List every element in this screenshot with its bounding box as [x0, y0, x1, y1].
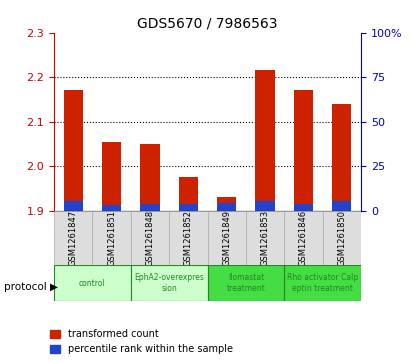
Bar	[323, 211, 361, 265]
Bar	[54, 211, 92, 265]
Legend: transformed count, percentile rank within the sample: transformed count, percentile rank withi…	[46, 326, 237, 358]
Bar	[54, 265, 131, 301]
Bar	[217, 203, 236, 211]
Bar	[332, 104, 352, 211]
Title: GDS5670 / 7986563: GDS5670 / 7986563	[137, 16, 278, 30]
Bar	[93, 211, 131, 265]
Text: GSM1261852: GSM1261852	[184, 210, 193, 266]
Text: llomastat
treatment: llomastat treatment	[227, 273, 265, 293]
Bar	[284, 211, 323, 265]
Bar	[256, 70, 275, 211]
Text: GSM1261849: GSM1261849	[222, 210, 231, 266]
Text: protocol ▶: protocol ▶	[4, 282, 58, 292]
Bar	[140, 204, 159, 211]
Text: GSM1261850: GSM1261850	[337, 210, 347, 266]
Bar	[102, 205, 121, 211]
Text: Rho activator Calp
eptin treatment: Rho activator Calp eptin treatment	[287, 273, 358, 293]
Bar	[63, 90, 83, 211]
Bar	[294, 204, 313, 211]
Bar	[63, 201, 83, 211]
Bar	[179, 177, 198, 211]
Text: GSM1261853: GSM1261853	[261, 210, 270, 266]
Bar	[131, 211, 169, 265]
Text: GSM1261846: GSM1261846	[299, 210, 308, 266]
Bar	[179, 204, 198, 211]
Text: GSM1261848: GSM1261848	[145, 210, 154, 266]
Bar	[256, 201, 275, 211]
Text: GSM1261847: GSM1261847	[68, 210, 78, 266]
Bar	[102, 142, 121, 211]
Bar	[284, 265, 361, 301]
Text: control: control	[79, 279, 106, 287]
Bar	[140, 144, 159, 211]
Bar	[294, 90, 313, 211]
Bar	[131, 265, 208, 301]
Bar	[217, 197, 236, 211]
Bar	[332, 201, 352, 211]
Bar	[208, 265, 284, 301]
Text: GSM1261851: GSM1261851	[107, 210, 116, 266]
Text: EphA2-overexpres
sion: EphA2-overexpres sion	[134, 273, 204, 293]
Bar	[169, 211, 208, 265]
Bar	[208, 211, 246, 265]
Bar	[246, 211, 284, 265]
